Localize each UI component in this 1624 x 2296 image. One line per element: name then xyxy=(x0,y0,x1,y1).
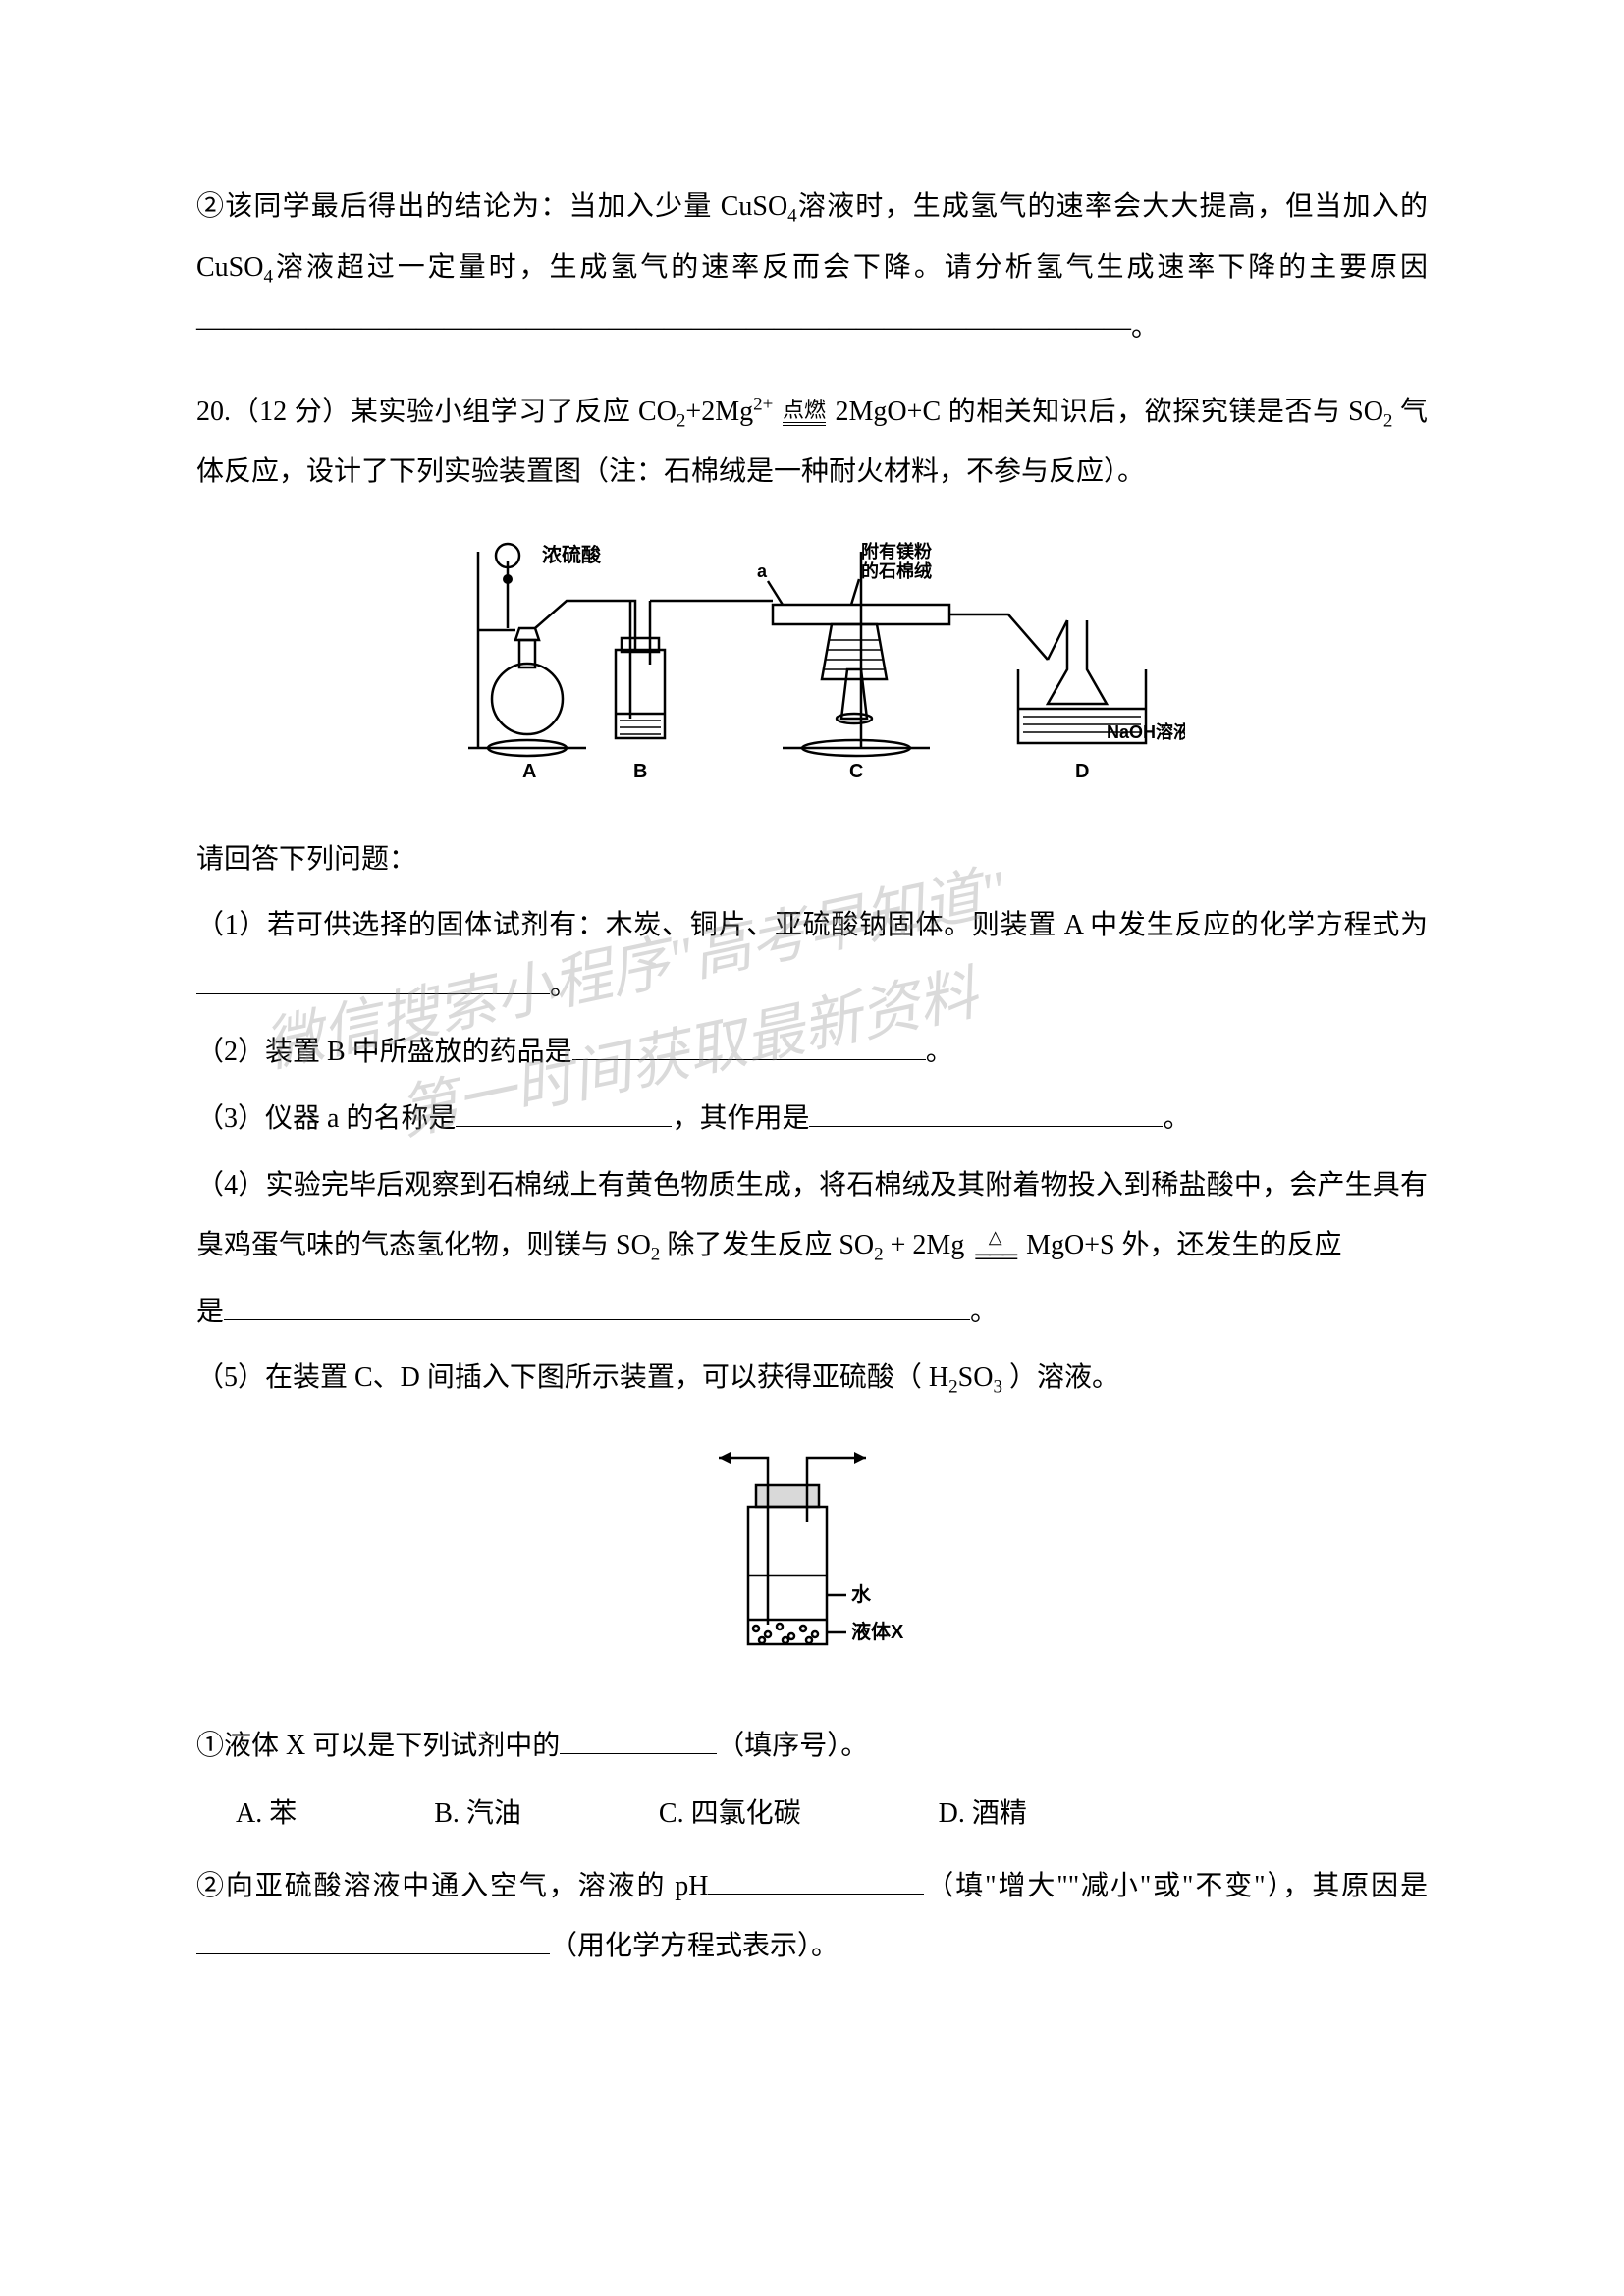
q20-p2-end: 。 xyxy=(926,1037,953,1067)
q20-p3a-text: （3）仪器 a 的名称是 xyxy=(196,1103,456,1134)
q20-p5b-text: SO xyxy=(958,1362,994,1393)
option-B[interactable]: B. 汽油 xyxy=(434,1784,521,1844)
q20-p4-sub: 2 xyxy=(651,1245,661,1265)
q19-sub-1: 4 xyxy=(787,206,797,227)
label-naoh: NaOH溶液 xyxy=(1107,721,1185,742)
q20-p4-cont: 是。 xyxy=(196,1282,1428,1343)
option-row: A. 苯 B. 汽油 C. 四氯化碳 D. 酒精 xyxy=(196,1784,1428,1844)
q20-p5-1-text: ①液体 X 可以是下列试剂中的 xyxy=(196,1731,560,1761)
cond-line-icon xyxy=(783,422,826,426)
blank-p5-2a[interactable] xyxy=(708,1864,924,1895)
q20-p5-1-end: （填序号）。 xyxy=(717,1731,868,1761)
q20-p5-2: ②向亚硫酸溶液中通入空气，溶液的 pH （填"增大""减小"或"不变"），其原因是… xyxy=(196,1856,1428,1977)
device-B: B xyxy=(616,601,773,782)
q20-p4b-text: 除了发生反应 SO xyxy=(660,1230,874,1260)
q20-p5-2c-text: （用化学方程式表示）。 xyxy=(550,1931,839,1961)
tri-symbol: △ xyxy=(975,1228,1015,1246)
label-water: 水 xyxy=(851,1583,872,1606)
q20-p4c-text: + 2Mg xyxy=(884,1230,965,1260)
q20-intro-sup: 2+ xyxy=(753,394,773,414)
bottle-svg: 水 液体X xyxy=(699,1428,925,1683)
blank-p4[interactable] xyxy=(224,1290,970,1320)
q20-p5c-text: ）溶液。 xyxy=(1002,1362,1119,1393)
q19-conclusion: ②该同学最后得出的结论为：当加入少量 CuSO4溶液时，生成氢气的速率会大大提高… xyxy=(196,177,1428,358)
device-D: NaOH溶液 D xyxy=(1018,620,1185,782)
q20-p5-sub2: 3 xyxy=(993,1377,1002,1398)
cond-top: 点燃 xyxy=(783,400,826,421)
apparatus-diagram: 浓硫酸 A B xyxy=(196,522,1428,820)
eq-line-icon: ═══ xyxy=(975,1246,1015,1267)
q20-p1-text: （1）若可供选择的固体试剂有：木炭、铜片、亚硫酸钠固体。则装置 A 中发生反应的… xyxy=(196,910,1428,940)
blank-p5-2b[interactable] xyxy=(196,1924,550,1954)
apparatus-svg: 浓硫酸 A B xyxy=(439,522,1185,797)
device-A: 浓硫酸 A xyxy=(468,543,635,782)
label-acid: 浓硫酸 xyxy=(542,543,602,566)
option-C[interactable]: C. 四氯化碳 xyxy=(659,1784,801,1844)
label-D: D xyxy=(1075,761,1089,782)
q20-p1: （1）若可供选择的固体试剂有：木炭、铜片、亚硫酸钠固体。则装置 A 中发生反应的… xyxy=(196,895,1428,1016)
q20-p2-text: （2）装置 B 中所盛放的药品是 xyxy=(196,1037,572,1067)
q20-intro-c: 2MgO+C 的相关知识后，欲探究镁是否与 SO xyxy=(836,397,1383,427)
label-liquidX: 液体X xyxy=(851,1620,904,1643)
q20-p5a-text: （5）在装置 C、D 间插入下图所示装置，可以获得亚硫酸（ H xyxy=(196,1362,948,1393)
q20-p5-sub1: 2 xyxy=(948,1377,958,1398)
q20-p1-end: 。 xyxy=(550,971,577,1001)
q20-p5-2b-text: （填"增大""减小"或"不变"），其原因是 xyxy=(924,1871,1428,1901)
label-C: C xyxy=(849,761,863,782)
blank-p5-1[interactable] xyxy=(560,1724,717,1754)
q19-text-c: 溶液超过一定量时，生成氢气的速率反而会下降。请分析氢气生成速率下降的主要原因——… xyxy=(196,252,1428,344)
q20-p4: （4）实验完毕后观察到石棉绒上有黄色物质生成，将石棉绒及其附着物投入到稀盐酸中，… xyxy=(196,1155,1428,1276)
exam-page: ②该同学最后得出的结论为：当加入少量 CuSO4溶液时，生成氢气的速率会大大提高… xyxy=(0,0,1624,2081)
q20-p4d-text: MgO+S 外，还发生的反应 xyxy=(1026,1230,1341,1260)
label-a-small: a xyxy=(757,561,768,581)
label-B: B xyxy=(633,761,647,782)
q20-p4-end: 。 xyxy=(970,1297,998,1327)
q20-p5-1: ①液体 X 可以是下列试剂中的 （填序号）。 xyxy=(196,1716,1428,1777)
q20-p5-2a-text: ②向亚硫酸溶液中通入空气，溶液的 pH xyxy=(196,1871,708,1901)
label-mgwool-2: 的石棉绒 xyxy=(861,561,932,581)
q20-intro: 20.（12 分）某实验小组学习了反应 CO2+2Mg2+ 点燃 2MgO+C … xyxy=(196,382,1428,503)
device-C: a 附有镁粉 的石棉绒 C xyxy=(757,541,1048,782)
label-mgwool-1: 附有镁粉 xyxy=(861,541,932,561)
label-A: A xyxy=(522,761,536,782)
q20-p3-end: 。 xyxy=(1163,1103,1190,1134)
q20-p3: （3）仪器 a 的名称是 ，其作用是 。 xyxy=(196,1089,1428,1149)
q19-sub-2: 4 xyxy=(263,266,273,287)
option-A[interactable]: A. 苯 xyxy=(236,1784,297,1844)
q20-intro-sub1: 2 xyxy=(677,410,686,431)
blank-p3a[interactable] xyxy=(456,1096,672,1127)
q20-intro-b: +2Mg xyxy=(685,397,753,427)
q20-p4e-text: 是 xyxy=(196,1297,224,1327)
blank-p3b[interactable] xyxy=(809,1096,1163,1127)
q20-p3b-text: ，其作用是 xyxy=(672,1103,809,1134)
q20-intro-a: 20.（12 分）某实验小组学习了反应 CO xyxy=(196,397,677,427)
reaction-condition-icon: 点燃 xyxy=(781,400,828,427)
q20-p2: （2）装置 B 中所盛放的药品是 。 xyxy=(196,1022,1428,1083)
q19-text-a: ②该同学最后得出的结论为：当加入少量 CuSO xyxy=(196,191,787,222)
bottle-diagram: 水 液体X xyxy=(196,1428,1428,1706)
q20-prompt: 请回答下列问题： xyxy=(196,829,1428,890)
q20-intro-sub2: 2 xyxy=(1383,410,1393,431)
blank-p1[interactable] xyxy=(196,964,550,994)
q20-p4-sub2: 2 xyxy=(874,1245,884,1265)
liquidX-pattern xyxy=(753,1624,818,1643)
q20-p5: （5）在装置 C、D 间插入下图所示装置，可以获得亚硫酸（ H2SO3 ）溶液。 xyxy=(196,1348,1428,1409)
blank-p2[interactable] xyxy=(572,1031,926,1061)
option-D[interactable]: D. 酒精 xyxy=(939,1784,1027,1844)
triangle-condition-icon: △ ═══ xyxy=(971,1228,1019,1267)
